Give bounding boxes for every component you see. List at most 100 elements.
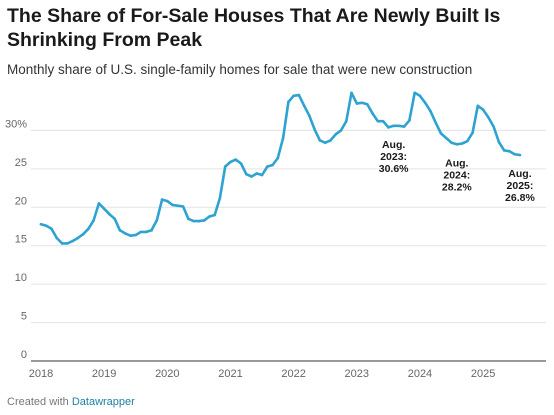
data-point — [366, 102, 369, 106]
data-point — [381, 119, 385, 123]
x-axis-tick-labels: 2018 2019 2020 2021 2022 2023 2024 2025 — [29, 368, 496, 380]
data-point — [302, 104, 306, 108]
data-point — [371, 112, 374, 115]
data-point — [460, 142, 464, 145]
data-point — [118, 229, 122, 232]
data-point — [344, 119, 348, 123]
data-point — [334, 132, 338, 136]
data-point — [113, 217, 116, 221]
data-point — [292, 94, 295, 98]
data-point — [92, 219, 95, 222]
data-point — [139, 230, 143, 234]
data-point — [376, 119, 380, 123]
data-point — [497, 140, 501, 144]
data-point — [160, 198, 164, 201]
data-point — [313, 128, 316, 131]
data-point — [229, 160, 232, 164]
x-tick-label: 2024 — [408, 368, 432, 380]
annotation-line: 30.6% — [379, 163, 409, 175]
y-tick-label: 20 — [15, 195, 27, 207]
data-point — [39, 222, 43, 226]
annotation-label: Aug.2025:26.8% — [505, 168, 535, 204]
data-point — [481, 108, 485, 111]
data-point — [297, 93, 301, 97]
data-point — [108, 212, 111, 216]
data-point — [418, 94, 422, 98]
data-point — [239, 162, 243, 165]
data-point — [360, 101, 364, 105]
data-point — [329, 139, 332, 142]
gridlines — [31, 129, 546, 362]
chart-subtitle: Monthly share of U.S. single-family home… — [7, 62, 473, 77]
data-point — [508, 149, 511, 153]
data-point — [192, 219, 195, 223]
data-point — [150, 229, 153, 232]
data-point — [255, 172, 259, 175]
data-point — [423, 101, 427, 105]
y-tick-label: 15 — [15, 234, 27, 246]
data-point — [181, 205, 185, 208]
data-point — [166, 199, 169, 203]
data-point — [66, 242, 69, 245]
data-point — [266, 165, 269, 168]
data-point — [97, 202, 101, 205]
data-point — [339, 129, 343, 132]
annotation-line: 2024: — [443, 169, 470, 181]
x-tick-label: 2022 — [281, 368, 305, 380]
data-point — [76, 236, 80, 240]
footer-credit: Created with Datawrapper — [7, 396, 135, 408]
data-point — [202, 219, 206, 222]
annotation-label: Aug.2024:28.2% — [442, 157, 472, 193]
datawrapper-link[interactable]: Datawrapper — [71, 396, 135, 408]
annotation-line: Aug. — [382, 139, 405, 151]
y-tick-label: 0 — [21, 349, 27, 361]
y-tick-label: 5 — [21, 311, 27, 323]
x-tick-label: 2025 — [471, 368, 495, 380]
annotation-line: 26.8% — [505, 192, 535, 204]
data-point — [466, 139, 469, 143]
data-point — [308, 114, 311, 118]
x-tick-label: 2019 — [92, 368, 116, 380]
data-point — [281, 136, 285, 140]
data-points — [39, 91, 522, 245]
data-point — [450, 141, 453, 145]
data-point — [197, 219, 201, 223]
data-point — [260, 173, 264, 177]
chart-title: The Share of For-Sale Houses That Are Ne… — [7, 5, 501, 51]
x-tick-label: 2020 — [155, 368, 179, 380]
data-point — [81, 232, 85, 236]
data-point — [44, 224, 48, 228]
annotation-line: 2023: — [380, 151, 407, 163]
data-point — [392, 124, 395, 128]
annotation-label: Aug.2023:30.6% — [379, 139, 409, 175]
data-point — [402, 125, 406, 128]
data-point — [134, 233, 138, 237]
data-point — [55, 236, 59, 240]
data-point — [144, 230, 148, 234]
y-axis-tick-labels: 0 5 10 15 20 25 30% — [5, 118, 27, 361]
y-tick-label: 10 — [15, 272, 27, 284]
data-point — [323, 141, 327, 145]
data-point — [187, 217, 190, 221]
data-point — [408, 119, 411, 122]
data-point — [444, 136, 448, 140]
data-point — [171, 203, 174, 207]
y-tick-label: 30% — [5, 118, 27, 130]
data-point — [502, 149, 506, 152]
y-tick-label: 25 — [15, 157, 27, 169]
data-point — [287, 100, 290, 104]
annotation-line: 2025: — [507, 180, 534, 192]
footer-prefix: Created with — [7, 396, 69, 408]
data-point — [234, 158, 238, 161]
data-point — [476, 104, 480, 108]
data-point — [71, 239, 74, 243]
data-point — [102, 207, 106, 211]
data-point — [250, 175, 253, 178]
data-point — [318, 139, 322, 142]
data-point — [439, 132, 443, 135]
data-point — [397, 124, 401, 128]
annotation-line: Aug. — [508, 168, 531, 180]
annotations: Aug.2023:30.6% Aug.2024:28.2%Aug.2025:26.… — [379, 139, 536, 204]
data-point — [429, 109, 432, 113]
